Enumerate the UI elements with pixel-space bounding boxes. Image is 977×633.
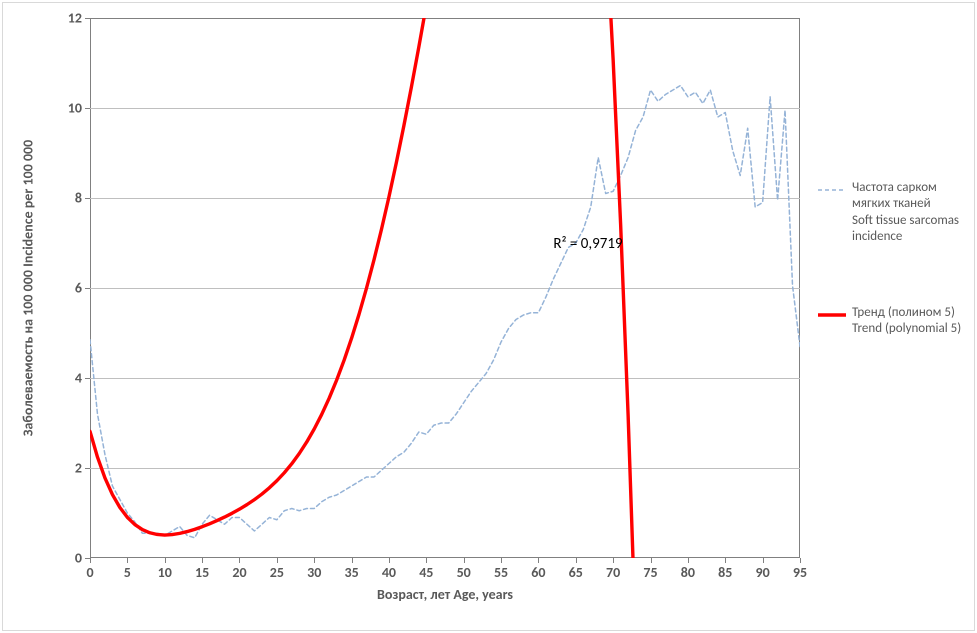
legend-item-trend: Тренд (полином 5)Trend (polynomial 5) bbox=[818, 305, 972, 338]
series-trend bbox=[90, 0, 800, 633]
legend-item-incidence: Частота сарком мягких тканейSoft tissue … bbox=[818, 180, 972, 245]
legend-swatch bbox=[818, 308, 846, 322]
legend-swatch bbox=[818, 183, 846, 197]
legend: Частота сарком мягких тканейSoft tissue … bbox=[818, 180, 972, 398]
r-squared-label: R² = 0,9719 bbox=[553, 235, 622, 253]
legend-text: Тренд (полином 5)Trend (polynomial 5) bbox=[852, 305, 961, 338]
legend-text: Частота сарком мягких тканейSoft tissue … bbox=[852, 180, 972, 245]
series-incidence bbox=[90, 86, 800, 538]
